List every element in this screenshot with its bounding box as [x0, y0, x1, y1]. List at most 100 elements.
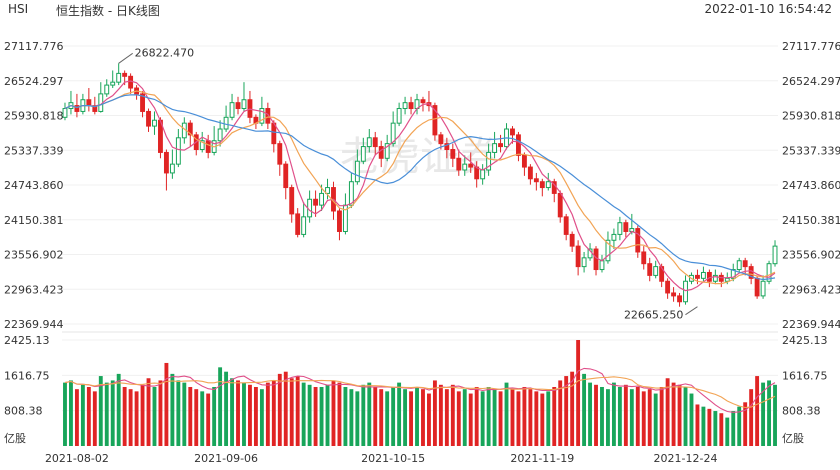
candle-body: [283, 163, 289, 189]
candle-body: [510, 128, 515, 136]
candle-body: [217, 128, 223, 142]
candle-body: [146, 110, 151, 127]
candle-body: [277, 143, 283, 165]
volume-bar: [534, 391, 539, 446]
candle-body: [605, 239, 611, 262]
volume-bar: [701, 406, 706, 446]
candle-body: [313, 198, 319, 206]
volume-bar: [677, 384, 682, 446]
candle-body: [486, 151, 492, 171]
volume-bar: [564, 376, 569, 446]
volume-bar: [295, 376, 300, 446]
volume-bar: [397, 382, 402, 446]
candle-body: [492, 143, 498, 153]
volume-bar: [122, 386, 127, 446]
volume-bar: [379, 389, 384, 446]
price-tick-left: 25930.818: [4, 110, 64, 123]
volume-tick-left: 1616.75: [4, 369, 50, 382]
volume-bar: [486, 386, 491, 446]
candle-body: [760, 280, 766, 297]
volume-bar: [528, 389, 533, 446]
volume-bar: [128, 389, 133, 446]
volume-bar: [659, 386, 664, 446]
candle-body: [259, 108, 265, 124]
price-tick-left: 22963.423: [4, 283, 64, 296]
volume-bar: [224, 371, 229, 446]
candle-body: [116, 72, 122, 83]
volume-bar: [683, 386, 688, 446]
candle-body: [420, 99, 426, 104]
volume-bar: [516, 391, 521, 446]
candle-body: [516, 134, 521, 156]
candle-body: [683, 280, 688, 303]
candle-body: [229, 102, 235, 118]
volume-bar: [86, 386, 91, 446]
volume-bar: [116, 373, 121, 446]
volume-bar: [623, 384, 628, 446]
volume-unit-left: 亿股: [4, 432, 26, 445]
volume-bar: [319, 386, 324, 446]
high-marker-line: [118, 52, 133, 64]
volume-bar: [570, 371, 575, 446]
volume-bar: [349, 389, 354, 446]
volume-bar: [492, 389, 497, 446]
volume-tick-right: 808.38: [782, 405, 821, 418]
volume-bar: [230, 378, 234, 446]
candle-body: [366, 137, 372, 148]
candle-body: [169, 163, 175, 174]
date-tick: 2021-12-24: [654, 452, 718, 465]
volume-bar: [265, 382, 270, 446]
volume-bar: [552, 386, 557, 446]
volume-bar: [182, 382, 187, 446]
volume-bar: [283, 371, 288, 446]
volume-bar: [653, 393, 658, 446]
candle-body: [545, 181, 551, 189]
volume-bar: [719, 413, 724, 446]
volume-bar: [355, 391, 360, 446]
candle-body: [402, 102, 408, 110]
volume-bar: [600, 386, 604, 446]
price-tick-right: 24150.381: [782, 214, 840, 227]
volume-bar: [140, 384, 145, 446]
volume-bar: [289, 378, 294, 446]
volume-bar: [522, 386, 527, 446]
volume-bar: [259, 389, 264, 446]
volume-bar: [468, 393, 473, 446]
volume-bar: [582, 373, 587, 446]
volume-bar: [63, 382, 67, 446]
price-tick-right: 25930.818: [782, 110, 840, 123]
volume-bar: [242, 382, 246, 446]
volume-bar: [194, 389, 199, 446]
date-tick: 2021-09-06: [194, 452, 258, 465]
candle-body: [611, 233, 617, 241]
candle-body: [575, 245, 581, 268]
candle-body: [390, 122, 396, 145]
candle-body: [718, 274, 724, 282]
volume-bar: [611, 382, 616, 446]
volume-bar: [409, 391, 413, 446]
volume-bar: [74, 389, 79, 446]
volume-tick-left: 808.38: [4, 405, 43, 418]
candle-body: [396, 108, 402, 124]
candle-body: [140, 93, 145, 112]
symbol-label: HSI: [8, 2, 29, 16]
candle-body: [527, 166, 533, 180]
candle-body: [766, 263, 772, 282]
candle-body: [86, 99, 92, 107]
candle-body: [498, 143, 503, 148]
volume-bar: [576, 340, 581, 446]
volume-bar: [110, 380, 115, 446]
volume-bar: [480, 391, 485, 446]
volume-tick-left: 2425.13: [4, 334, 50, 347]
candle-body: [319, 192, 324, 206]
candle-body: [265, 108, 271, 124]
volume-bar: [725, 417, 730, 446]
candle-body: [438, 134, 444, 145]
candle-body: [432, 105, 438, 136]
ma5-line: [64, 80, 776, 292]
candle-body: [730, 269, 736, 279]
candle-body: [462, 163, 468, 171]
volume-bar: [188, 386, 193, 446]
candle-body: [539, 181, 545, 189]
candle-body: [104, 84, 110, 95]
